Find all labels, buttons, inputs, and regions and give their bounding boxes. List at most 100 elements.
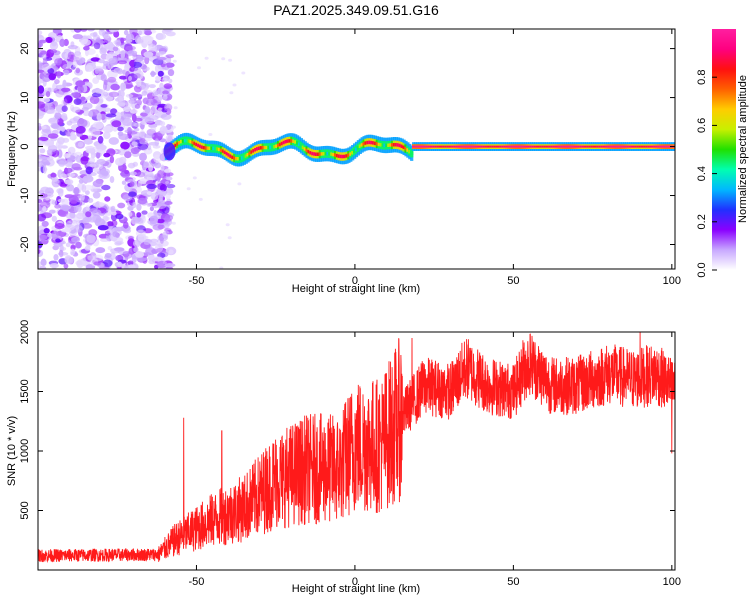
ridge-core	[647, 145, 651, 148]
ridge-core	[619, 145, 623, 148]
spectrogram-cell	[109, 176, 115, 183]
spectrogram-cell	[163, 223, 168, 227]
spectrogram-cell	[123, 106, 131, 113]
spectrogram-cell	[157, 234, 168, 242]
ridge-core	[604, 145, 608, 148]
spectrogram-cell	[135, 229, 146, 238]
spectrogram-cell	[117, 131, 124, 137]
ridge-core	[541, 145, 545, 148]
spectrogram-cell	[97, 225, 109, 231]
spectrogram-cell	[94, 152, 102, 158]
snr-x-axis-label: Height of straight line (km)	[292, 583, 420, 595]
ridge-core	[621, 145, 625, 148]
spectrogram-cell	[47, 144, 58, 152]
ridge-core	[318, 152, 322, 156]
spectrogram-cell	[123, 113, 132, 120]
y-tick-label: 500	[19, 501, 31, 519]
ridge-core	[332, 152, 336, 157]
ridge-core	[288, 139, 292, 143]
ridge-core	[638, 145, 642, 148]
spectrogram-cell	[88, 110, 93, 118]
ridge-core	[240, 156, 244, 160]
spectrogram-cell	[38, 122, 42, 127]
ridge-core	[651, 145, 655, 148]
spectrogram-cell	[75, 260, 83, 266]
ridge-core	[250, 150, 254, 154]
spectrogram-cell	[129, 181, 135, 187]
ridge-core	[349, 152, 353, 156]
spectrogram-cell	[72, 34, 83, 40]
spectrogram-cell	[94, 68, 100, 74]
ridge-core	[254, 148, 258, 152]
ridge-core	[571, 145, 575, 148]
spectrogram-cell	[87, 134, 93, 139]
spectrogram-cell	[48, 209, 56, 214]
spectrogram-cell	[120, 82, 127, 92]
spectrogram-cell	[62, 79, 67, 88]
ridge-core	[566, 145, 570, 148]
ridge-core	[495, 145, 499, 148]
spectrogram-cell	[111, 219, 118, 227]
ridge-core	[265, 145, 269, 150]
spectrogram-cell	[38, 85, 45, 94]
ridge-core	[326, 151, 330, 156]
ridge-core	[533, 145, 537, 148]
spectrogram-cell	[104, 253, 112, 258]
spectrogram-cell	[112, 231, 119, 238]
ridge-core	[402, 145, 406, 149]
ridge-core	[497, 145, 501, 148]
ridge-core	[575, 145, 579, 148]
spectrogram-x-axis-label: Height of straight line (km)	[292, 283, 420, 295]
spectrogram-cell	[41, 129, 52, 136]
ridge-core	[297, 142, 302, 146]
ridge-core	[539, 145, 543, 148]
ridge-core	[605, 145, 610, 148]
spectrogram-cell	[127, 236, 134, 240]
ridge-core	[351, 151, 355, 155]
ridge-core	[419, 145, 423, 148]
ridge-core	[596, 145, 600, 148]
colorbar-tick-label: 0.8	[696, 70, 708, 85]
ridge-core	[630, 145, 634, 148]
ridge-core	[493, 145, 497, 148]
ridge-core	[529, 145, 534, 148]
spectrogram-cell	[54, 58, 63, 66]
spectrogram-cell	[64, 194, 75, 199]
spectrogram-cell	[89, 95, 100, 105]
ridge-core	[176, 142, 180, 146]
spectrogram-cell	[164, 230, 169, 234]
spectrogram-cell	[192, 176, 197, 180]
ridge-core	[278, 142, 283, 147]
ridge-core	[345, 154, 349, 158]
spectrogram-cell	[92, 191, 101, 199]
spectrogram-cell	[163, 103, 173, 112]
ridge-core	[404, 146, 408, 151]
ridge-core	[225, 151, 229, 156]
spectrogram-cell	[156, 33, 167, 40]
spectrogram-cell	[237, 182, 242, 186]
spectrogram-cell	[165, 192, 171, 200]
spectrogram-cell	[160, 121, 166, 127]
spectrogram-cell	[83, 138, 93, 145]
spectrogram-cell	[136, 212, 142, 218]
spectrogram-cell	[70, 251, 75, 256]
spectrogram-cell	[67, 51, 75, 59]
spectrogram-cell	[77, 141, 84, 148]
spectrogram-cell	[225, 223, 230, 227]
spectrogram-cell	[68, 219, 78, 224]
spectrogram-cell	[229, 91, 234, 95]
ridge-core	[642, 145, 646, 148]
spectrogram-cell	[93, 42, 101, 50]
spectrogram-cell	[111, 120, 122, 128]
spectrogram-cell	[40, 258, 47, 266]
ridge-core	[626, 145, 630, 148]
ridge-core	[470, 145, 475, 148]
spectrogram-cell	[162, 261, 167, 265]
ridge-core	[585, 145, 589, 148]
ridge-core	[632, 145, 636, 148]
ridge-core	[267, 145, 271, 150]
ridge-core	[322, 152, 326, 156]
ridge-core	[537, 145, 541, 148]
ridge-core	[271, 145, 275, 149]
spectrogram-cell	[127, 205, 134, 211]
